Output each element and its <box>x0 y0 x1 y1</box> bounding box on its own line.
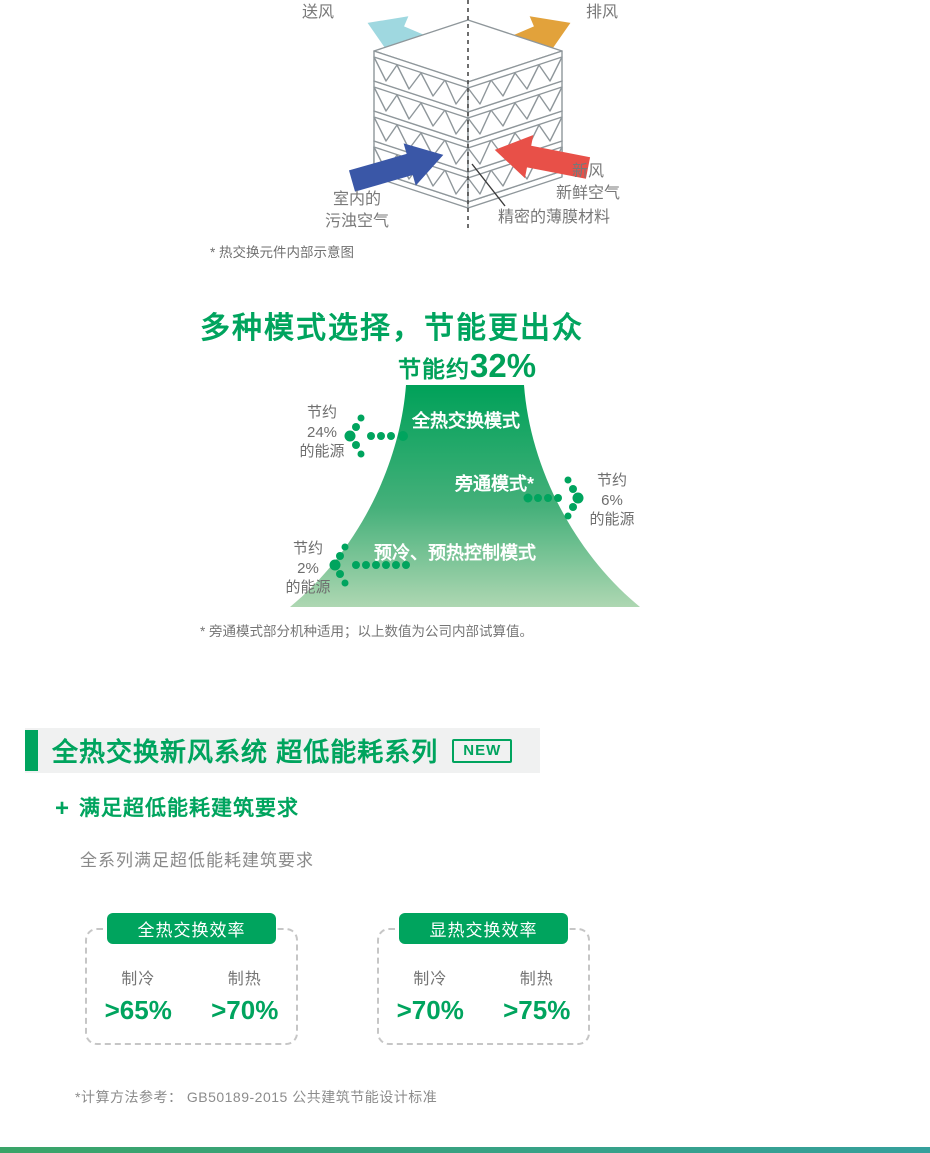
dotted-arrow-6-icon <box>523 476 584 520</box>
energy-saving-funnel-chart: 节能约32% 全热交换模式 旁通模式* 预冷、预热控制模式 节约 24% 的能源… <box>0 345 930 613</box>
cooling-label: 制冷 <box>121 971 156 988</box>
diagram-caption: * 热交换元件内部示意图 <box>210 245 355 260</box>
dotted-arrow-2-icon <box>329 543 410 587</box>
heat-exchanger-diagram <box>345 0 593 230</box>
saving-label-2: 节约 2% 的能源 <box>285 540 331 596</box>
bottom-gradient-bar <box>0 1147 930 1153</box>
series-header-band: 全热交换新风系统 超低能耗系列 NEW <box>25 728 540 773</box>
card-total-heat-efficiency: 全热交换效率 制冷 制热 >65% >70% <box>85 913 298 1045</box>
mode-label-precool: 预冷、预热控制模式 <box>374 543 536 563</box>
saving-label-6: 节约 6% 的能源 <box>589 472 635 528</box>
card-values-row: >65% >70% <box>85 995 298 1026</box>
heating-label: 制热 <box>519 971 554 988</box>
card-header: 显热交换效率 <box>399 913 568 944</box>
exhaust-air-label: 排风 <box>586 4 619 21</box>
indoor-air-label: 室内的 污浊空气 <box>324 191 389 230</box>
cooling-value: >70% <box>396 995 464 1025</box>
fresh-air-label: 新风 新鲜空气 <box>555 163 620 202</box>
green-bar-icon <box>25 730 38 771</box>
dotted-arrow-24-icon <box>344 414 408 458</box>
card-sensible-heat-efficiency: 显热交换效率 制冷 制热 >70% >75% <box>377 913 590 1045</box>
heating-value: >75% <box>503 995 571 1025</box>
card-labels-row: 制冷 制热 <box>377 965 590 989</box>
mode-label-bypass: 旁通模式* <box>455 474 535 494</box>
mode-label-total-exchange: 全热交换模式 <box>412 411 520 431</box>
feature-heading-row: + 满足超低能耗建筑要求 <box>55 795 300 822</box>
membrane-pointer-line <box>471 163 506 207</box>
supply-air-label: 送风 <box>302 4 335 21</box>
plus-icon: + <box>55 795 70 822</box>
cooling-label: 制冷 <box>413 971 448 988</box>
funnel-body <box>290 385 640 607</box>
card-labels-row: 制冷 制热 <box>85 965 298 989</box>
total-saving-badge: 节能约32% <box>398 347 537 384</box>
card-header: 全热交换效率 <box>107 913 276 944</box>
card-values-row: >70% >75% <box>377 995 590 1026</box>
heating-value: >70% <box>211 995 279 1025</box>
heating-label: 制热 <box>227 971 262 988</box>
membrane-label: 精密的薄膜材料 <box>498 209 611 226</box>
series-title: 全热交换新风系统 超低能耗系列 <box>52 737 439 767</box>
chart-footnote: * 旁通模式部分机种适用；以上数值为公司内部试算值。 <box>200 624 534 639</box>
modes-chart-title: 多种模式选择，节能更出众 <box>200 312 584 345</box>
standard-footnote: *计算方法参考： GB50189-2015 公共建筑节能设计标准 <box>75 1089 438 1105</box>
funnel-shape <box>290 385 640 607</box>
feature-title: 满足超低能耗建筑要求 <box>79 797 300 820</box>
cooling-value: >65% <box>104 995 172 1025</box>
saving-label-24: 节约 24% 的能源 <box>299 404 345 460</box>
new-badge: NEW <box>452 738 513 763</box>
feature-description: 全系列满足超低能耗建筑要求 <box>80 851 314 870</box>
